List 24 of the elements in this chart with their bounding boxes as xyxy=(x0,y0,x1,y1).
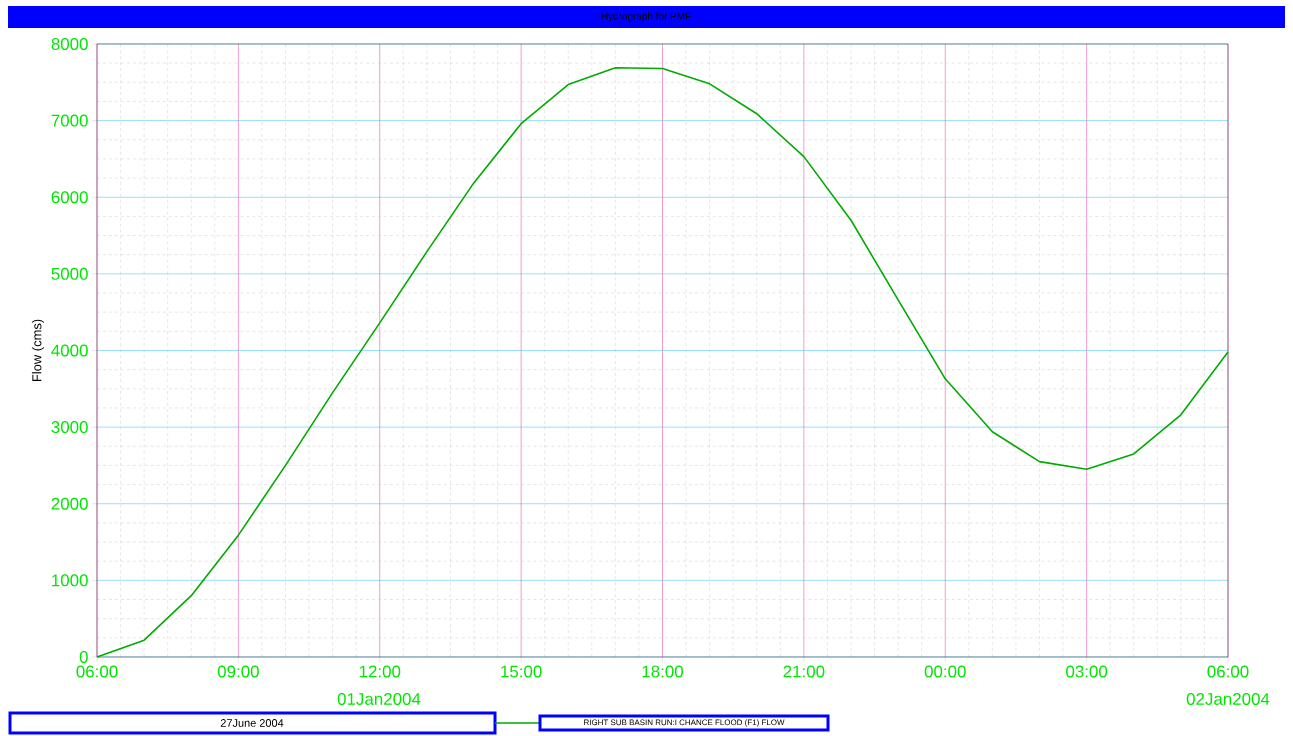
y-axis-title: Flow (cms) xyxy=(31,319,44,382)
x-tick-label: 18:00 xyxy=(642,665,684,678)
y-tick-label: 8000 xyxy=(51,37,88,50)
x-tick-label: 21:00 xyxy=(783,665,825,678)
x-tick-label: 06:00 xyxy=(1207,665,1249,678)
x-tick-label: 06:00 xyxy=(76,665,118,678)
y-tick-label: 0 xyxy=(79,650,88,663)
y-tick-label: 1000 xyxy=(52,574,88,587)
chart-title: Hydrograph for PMF xyxy=(601,12,691,22)
x-tick-label: 09:00 xyxy=(217,665,259,678)
x-tick-label: 15:00 xyxy=(501,665,542,678)
text: 01Jan2004 xyxy=(337,692,421,705)
y-tick-label: 3000 xyxy=(51,421,88,434)
y-tick-label: 2000 xyxy=(51,497,88,510)
y-tick-label: 5000 xyxy=(51,267,88,280)
y-tick-label: 7000 xyxy=(51,114,88,127)
x-tick-label: 00:00 xyxy=(924,665,966,678)
x-tick-label: 12:00 xyxy=(359,665,401,678)
y-tick-label: 6000 xyxy=(51,191,88,204)
text: 02Jan2004 xyxy=(1186,692,1270,705)
line-series xyxy=(96,66,1229,658)
text: 27June 2004 xyxy=(220,719,284,727)
x-tick-label: 03:00 xyxy=(1066,665,1108,678)
y-tick-label: 4000 xyxy=(51,344,88,357)
